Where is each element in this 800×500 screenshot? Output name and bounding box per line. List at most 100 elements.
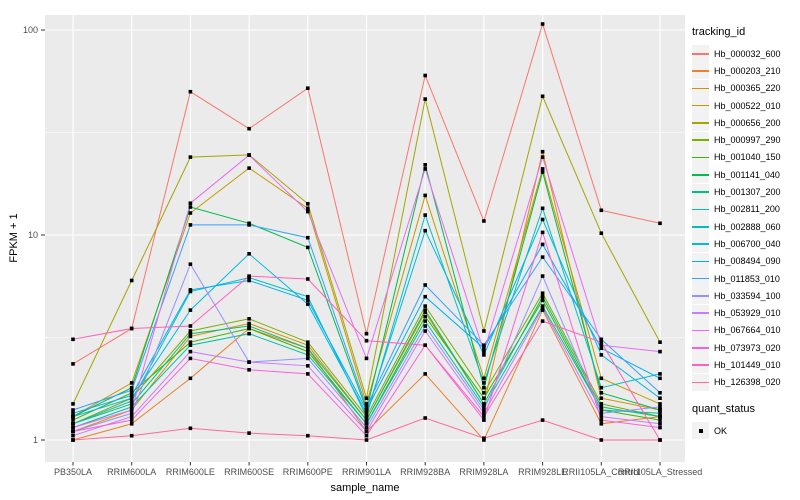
data-point (482, 346, 486, 351)
data-point (599, 438, 604, 442)
legend-line-swatch (692, 277, 709, 280)
data-point (599, 385, 604, 390)
legend-key (692, 356, 709, 374)
data-point (306, 340, 310, 344)
data-point (423, 314, 427, 319)
legend-key (692, 97, 709, 115)
data-point (247, 368, 251, 372)
legend-line-swatch (692, 381, 709, 384)
data-point (423, 228, 427, 233)
data-point (599, 231, 604, 235)
data-point (188, 262, 193, 266)
data-point (364, 425, 369, 430)
data-point (188, 331, 193, 336)
x-tick-label: RRIM928BA (400, 467, 450, 477)
data-point (658, 396, 662, 400)
data-point (482, 405, 486, 409)
legend-line-swatch (692, 260, 709, 263)
data-point (129, 278, 134, 283)
data-point (129, 414, 134, 419)
data-point (71, 418, 75, 422)
data-point (247, 326, 251, 331)
legend-entry: Hb_001141_040 (692, 166, 798, 184)
data-point (540, 304, 545, 308)
data-point (423, 343, 427, 347)
data-point (599, 396, 604, 400)
data-point (599, 337, 604, 342)
data-point (482, 411, 486, 416)
data-point (129, 326, 134, 331)
legend-key (692, 114, 709, 132)
data-point (540, 170, 545, 174)
data-point (658, 340, 662, 344)
quant-legend-title: quant_status (692, 402, 755, 415)
data-point (129, 405, 134, 409)
data-point (540, 149, 545, 154)
data-point (658, 408, 662, 412)
data-point (247, 166, 251, 170)
legend-entry: Hb_000522_010 (692, 97, 798, 115)
data-point (364, 433, 369, 438)
x-tick-label: RRIM928LE (518, 467, 567, 477)
data-point (540, 274, 545, 278)
data-point (482, 343, 486, 347)
legend-label: Hb_001141_040 (714, 169, 780, 180)
data-point (306, 356, 310, 361)
data-point (482, 329, 486, 333)
x-tick-label: PB350LA (54, 467, 92, 477)
data-point (306, 353, 310, 357)
data-point (540, 167, 545, 171)
legend-entry: Hb_033594_100 (692, 287, 798, 305)
data-point (247, 252, 251, 256)
data-point (540, 418, 545, 422)
data-point (306, 206, 310, 211)
legend-key (692, 166, 709, 184)
legend-label: Hb_067664_010 (714, 325, 781, 336)
legend-line-swatch (692, 295, 709, 297)
legend-line-swatch (692, 208, 709, 211)
data-point (129, 396, 134, 400)
ok-point-marker (698, 428, 703, 433)
data-point (71, 362, 75, 366)
legend-entry: Hb_101449_010 (692, 356, 798, 374)
data-point (423, 304, 427, 308)
data-point (423, 73, 427, 78)
legend-entry: Hb_000365_220 (692, 79, 798, 97)
data-point (247, 126, 251, 131)
data-point (188, 308, 193, 312)
data-point (599, 346, 604, 351)
legend-key (692, 321, 709, 339)
legend-label: Hb_073973_020 (714, 342, 781, 353)
data-point (658, 405, 662, 409)
data-point (482, 376, 486, 381)
legend-entry: Hb_001040_150 (692, 148, 798, 166)
data-point (306, 277, 310, 281)
legend-key (692, 373, 709, 391)
legend-line-swatch (692, 156, 709, 159)
data-point (188, 334, 193, 339)
data-point (364, 338, 369, 343)
legend-entry: Hb_001307_200 (692, 183, 798, 201)
data-point (540, 306, 545, 310)
data-point (71, 408, 75, 412)
legend-label: Hb_006700_040 (714, 238, 781, 249)
data-point (482, 391, 486, 395)
data-point (188, 211, 193, 215)
legend-line-swatch (692, 243, 709, 245)
legend-entry: Hb_000656_200 (692, 114, 798, 132)
data-point (599, 411, 604, 416)
y-axis-title: FPKM + 1 (8, 213, 20, 263)
legend-label: Hb_002811_200 (714, 204, 780, 215)
data-point (658, 391, 662, 395)
data-point (188, 324, 193, 328)
data-point (247, 274, 251, 278)
data-point (599, 376, 604, 381)
data-point (658, 411, 662, 416)
data-point (658, 221, 662, 226)
data-point (482, 385, 486, 390)
data-point (540, 294, 545, 299)
data-point (423, 310, 427, 314)
data-point (364, 438, 369, 442)
data-point (129, 422, 134, 426)
data-point (188, 376, 193, 381)
